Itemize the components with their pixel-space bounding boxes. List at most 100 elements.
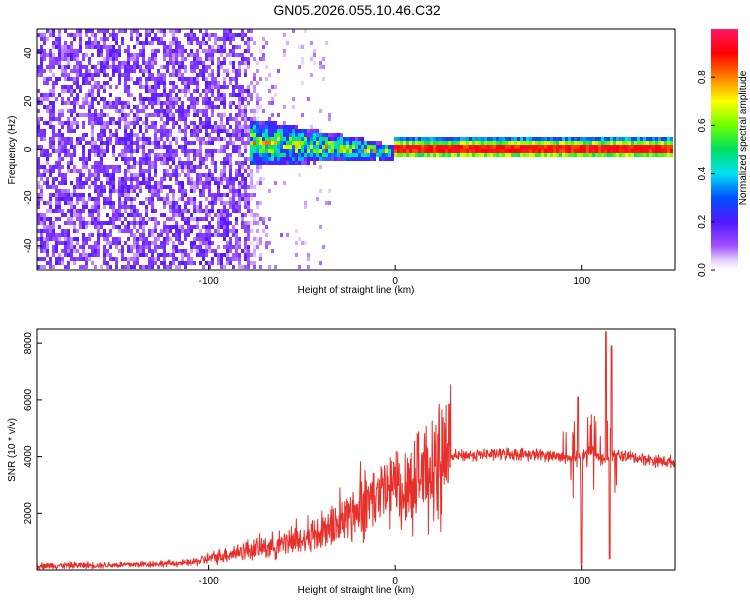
spectrogram-cell [139, 157, 142, 161]
spectrogram-cell [67, 153, 70, 157]
spectrogram-cell [103, 197, 106, 201]
spectrogram-cell [100, 169, 103, 173]
spectrogram-cell [208, 261, 211, 265]
spectrogram-cell [58, 205, 61, 209]
spectrogram-cell [169, 237, 172, 241]
spectrogram-cell [193, 81, 196, 85]
spectrogram-cell [106, 149, 109, 153]
spectrogram-cell [58, 129, 61, 133]
spectrogram-cell [205, 249, 208, 253]
spectrogram-cell [463, 141, 466, 145]
spectrogram-cell [163, 241, 166, 245]
spectrogram-cell [61, 181, 64, 185]
spectrogram-cell [277, 137, 280, 141]
spectrogram-cell [130, 165, 133, 169]
spectrogram-cell [166, 161, 169, 165]
spectrogram-cell [331, 149, 334, 153]
spectrogram-cell [211, 241, 214, 245]
spectrogram-cell [205, 69, 208, 73]
spectrogram-cell [469, 153, 472, 157]
spectrogram-cell [190, 93, 193, 97]
spectrogram-cell [145, 161, 148, 165]
spectrogram-cell [247, 101, 250, 105]
spectrogram-cell [289, 141, 292, 145]
spectrogram-cell [253, 117, 256, 121]
spectrogram-cell [223, 173, 226, 177]
spectrogram-cell [223, 129, 226, 133]
spectrogram-cell [232, 197, 235, 201]
spectrogram-cell [37, 121, 40, 125]
spectrogram-cell [400, 141, 403, 145]
spectrogram-cell [142, 101, 145, 105]
spectrogram-cell [169, 205, 172, 209]
spectrogram-cell [37, 49, 40, 53]
spectrogram-cell [79, 105, 82, 109]
spectrogram-cell [337, 153, 340, 157]
spectrogram-cell [175, 61, 178, 65]
spectrogram-cell [199, 237, 202, 241]
spectrogram-cell [634, 141, 637, 145]
spectrogram-cell [130, 149, 133, 153]
spectrogram-cell [511, 149, 514, 153]
spectrogram-cell [268, 137, 271, 141]
spectrogram-cell [244, 201, 247, 205]
spectrogram-cell [601, 153, 604, 157]
spectrogram-cell [451, 141, 454, 145]
spectrogram-cell [52, 33, 55, 37]
spectrogram-cell [238, 153, 241, 157]
spectrogram-cell [283, 157, 286, 161]
spectrogram-cell [394, 137, 397, 141]
spectrogram-cell [82, 125, 85, 129]
spectrogram-cell [388, 149, 391, 153]
spectrogram-cell [76, 229, 79, 233]
spectrogram-cell [265, 149, 268, 153]
spectrogram-cell [289, 157, 292, 161]
spectrogram-cell [622, 141, 625, 145]
spectrogram-cell [190, 105, 193, 109]
spectrogram-cell [391, 153, 394, 157]
spectrogram-cell [193, 197, 196, 201]
spectrogram-cell [241, 153, 244, 157]
spectrogram-cell [631, 141, 634, 145]
spectrogram-cell [133, 185, 136, 189]
spectrogram-cell [208, 245, 211, 249]
spectrogram-cell [91, 105, 94, 109]
spectrogram-cell [88, 37, 91, 41]
spectrogram-cell [133, 173, 136, 177]
spectrogram-cell [112, 181, 115, 185]
spectrogram-cell [622, 137, 625, 141]
spectrogram-cell [544, 137, 547, 141]
spectrogram-cell [220, 137, 223, 141]
spectrogram-cell [508, 153, 511, 157]
spectrogram-cell [163, 145, 166, 149]
spectrogram-cell [238, 245, 241, 249]
spectrogram-cell [94, 209, 97, 213]
spectrogram-cell [187, 77, 190, 81]
spectrogram-cell [211, 153, 214, 157]
spectrogram-cell [100, 45, 103, 49]
spectrogram-cell [538, 141, 541, 145]
spectrogram-cell [190, 33, 193, 37]
spectrogram-cell [238, 97, 241, 101]
spectrogram-cell [295, 149, 298, 153]
spectrogram-cell [136, 145, 139, 149]
spectrogram-cell [187, 105, 190, 109]
spectrogram-cell [73, 165, 76, 169]
spectrogram-cell [169, 109, 172, 113]
spectrogram-cell [208, 213, 211, 217]
spectrogram-cell [169, 157, 172, 161]
spectrogram-cell [307, 161, 310, 165]
spectrogram-cell [214, 197, 217, 201]
spectrogram-cell [148, 257, 151, 261]
spectrogram-cell [253, 41, 256, 45]
spectrogram-cell [70, 197, 73, 201]
spectrogram-cell [115, 129, 118, 133]
spectrogram-cell [196, 49, 199, 53]
spectrogram-cell [262, 157, 265, 161]
spectrogram-cell [247, 137, 250, 141]
spectrogram-cell [316, 149, 319, 153]
spectrogram-cell [115, 157, 118, 161]
spectrogram-cell [91, 253, 94, 257]
spectrogram-cell [112, 153, 115, 157]
spectrogram-cell [565, 137, 568, 141]
